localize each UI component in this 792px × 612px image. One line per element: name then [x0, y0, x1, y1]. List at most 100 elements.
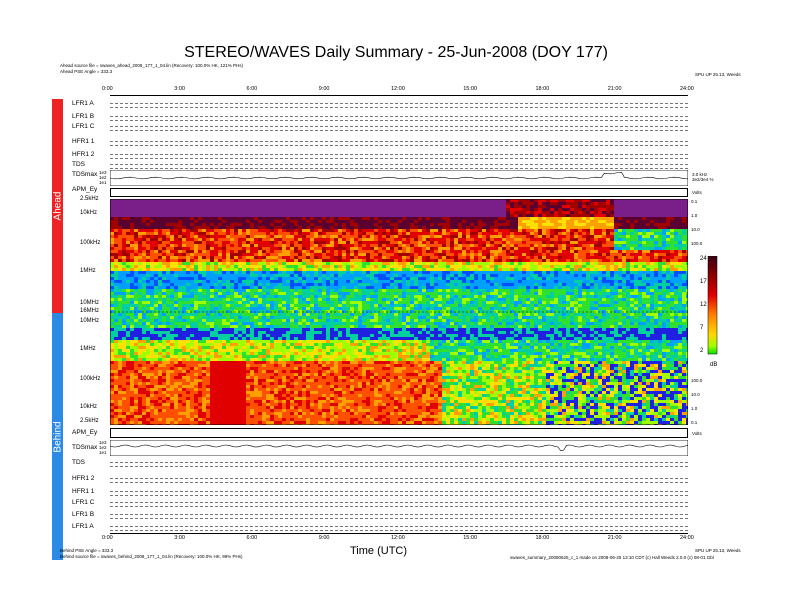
ahead-row-dash [110, 120, 688, 121]
behind-apm-unit: Volts [692, 431, 702, 436]
ahead-tds-right: 3.0 kHz [692, 172, 708, 177]
top-time-tick: 18:00 [535, 86, 550, 92]
ahead-freq-tick: 10kHz [80, 210, 98, 216]
behind-row-dash [110, 466, 688, 467]
behind-row-label: HFR1 1 [72, 488, 95, 495]
ahead-row-dash [110, 107, 688, 108]
top-axis-line [110, 95, 688, 96]
behind-side-bar: Behind [52, 313, 63, 560]
ahead-freq-tick: 10MHz [80, 300, 100, 306]
colorbar [707, 256, 718, 355]
ahead-tds-plot [110, 170, 688, 186]
behind-tds-plot [110, 440, 688, 456]
colorbar-tick: 24 [700, 256, 707, 262]
ahead-tds-tick: 1e1 [99, 180, 107, 185]
top-time-tick: 0:00 [102, 86, 113, 92]
bottom-time-tick: 18:00 [535, 535, 550, 541]
behind-row-dash [110, 482, 688, 483]
ahead-apm-unit: Volts [692, 190, 702, 195]
behind-freq-tick: 10MHz [80, 318, 100, 324]
bottom-time-tick: 15:00 [463, 535, 478, 541]
right-tick-behind: 1.0 [691, 406, 698, 411]
top-time-tick: 3:00 [174, 86, 185, 92]
ahead-row-dash [110, 168, 688, 169]
ahead-row-dash [110, 126, 688, 127]
behind-row-dash [110, 502, 688, 503]
bottom-time-tick: 9:00 [318, 535, 330, 541]
ahead-row-label: HFR1 2 [72, 151, 95, 158]
behind-freq-tick: 2.5kHz [80, 418, 99, 424]
ahead-apm-panel [110, 188, 688, 197]
top-time-tick: 12:00 [391, 86, 405, 92]
behind-row-label: TDS [72, 459, 85, 466]
bottom-time-tick: 12:00 [391, 535, 405, 541]
spectrogram [110, 199, 688, 425]
top-time-tick: 15:00 [463, 86, 478, 92]
right-tick-ahead: 10.0 [691, 227, 700, 232]
behind-tds-tick: 1e2 [99, 445, 107, 450]
colorbar-tick: 7 [700, 325, 704, 331]
behind-freq-tick: 10kHz [80, 404, 98, 410]
behind-row-dash [110, 518, 688, 519]
right-tick-ahead: 0.1 [691, 199, 698, 204]
ahead-row-dash [110, 141, 688, 142]
behind-row-label: APM_Ey [72, 429, 98, 436]
behind-row-label: HFR1 2 [72, 475, 95, 482]
ahead-row-label: LFR1 C [72, 123, 95, 130]
behind-row-dash [110, 478, 688, 479]
top-time-tick: 9:00 [318, 86, 330, 92]
ahead-row-label: APM_Ey [72, 186, 98, 193]
behind-tds-tick: 1e3 [99, 440, 107, 445]
bottom-time-tick: 21:00 [607, 535, 622, 541]
behind-row-label: LFR1 B [72, 511, 95, 518]
behind-source-file: Behind source file = swaves_behind_2008_… [60, 554, 243, 559]
ahead-row-dash [110, 116, 688, 117]
right-tick-ahead: 100.0 [691, 241, 703, 246]
right-tick-behind: 10.0 [691, 392, 700, 397]
bottom-axis-line [110, 533, 688, 534]
ahead-tds-right: 3e2/3e4 % [692, 177, 714, 182]
x-axis-label: Time (UTC) [350, 545, 408, 557]
ahead-side-bar: Ahead [52, 99, 63, 313]
ahead-row-dash [110, 154, 688, 155]
ahead-freq-tick: 1MHz [80, 268, 96, 274]
ahead-tds-tick: 1e3 [99, 170, 107, 175]
behind-row-dash [110, 506, 688, 507]
ahead-source-file: Ahead source file = swaves_ahead_2008_17… [60, 63, 243, 68]
ahead-row-dash [110, 164, 688, 165]
right-tick-ahead: 1.0 [691, 213, 698, 218]
behind-freq-tick: 100kHz [80, 376, 101, 382]
bottom-time-tick: 0:00 [102, 535, 113, 541]
colorbar-tick: 12 [700, 302, 707, 308]
bottom-right-info: SPU UP 25.13, Weeds [695, 548, 741, 553]
ahead-pse-angle: Ahead PSE Angle = 333.3 [60, 69, 113, 74]
build-info: swaves_summary_20080625_c_1 made on 2008… [510, 555, 714, 560]
behind-row-dash [110, 514, 688, 515]
right-tick-behind: 100.0 [691, 378, 703, 383]
page-title: STEREO/WAVES Daily Summary - 25-Jun-2008… [184, 44, 608, 61]
ahead-freq-tick: 2.5kHz [80, 196, 99, 202]
behind-apm-panel [110, 428, 688, 438]
colorbar-tick: 17 [700, 279, 707, 285]
behind-row-label: TDSmax [72, 444, 98, 451]
ahead-side-label: Ahead [52, 191, 63, 221]
ahead-row-dash [110, 145, 688, 146]
ahead-row-dash [110, 103, 688, 104]
behind-freq-tick: 1MHz [80, 346, 96, 352]
behind-row-label: LFR1 C [72, 499, 95, 506]
behind-row-dash [110, 491, 688, 492]
top-time-tick: 6:00 [246, 86, 258, 92]
top-time-tick: 21:00 [607, 86, 622, 92]
ahead-row-dash [110, 158, 688, 159]
colorbar-tick: 2 [700, 348, 704, 354]
behind-row-label: LFR1 A [72, 523, 94, 530]
ahead-row-dash [110, 130, 688, 131]
ahead-row-label: LFR1 A [72, 100, 94, 107]
behind-row-dash [110, 495, 688, 496]
bottom-time-tick: 6:00 [246, 535, 258, 541]
ahead-freq-tick: 100kHz [80, 240, 101, 246]
ahead-freq-tick: 16MHz [80, 308, 100, 314]
behind-pse-angle: Behind PSE Angle = 333.3 [60, 548, 114, 553]
bottom-time-tick: 3:00 [174, 535, 185, 541]
ahead-row-label: TDSmax [72, 171, 98, 178]
